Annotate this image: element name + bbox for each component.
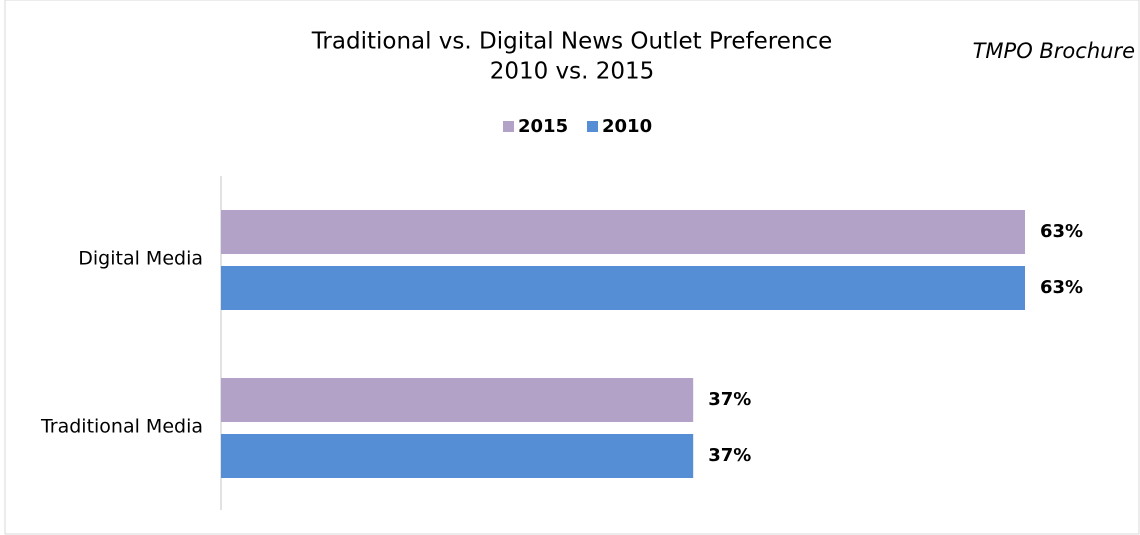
legend-swatch bbox=[587, 121, 598, 132]
legend-swatch bbox=[503, 121, 514, 132]
bar bbox=[221, 378, 694, 422]
chart-subtitle: 2010 vs. 2015 bbox=[490, 59, 655, 85]
data-label: 37% bbox=[708, 389, 751, 410]
chart-title: Traditional vs. Digital News Outlet Pref… bbox=[311, 29, 833, 55]
legend-label: 2015 bbox=[518, 116, 568, 137]
bar bbox=[221, 266, 1025, 310]
legend-label: 2010 bbox=[602, 116, 652, 137]
annotation: TMPO Brochure bbox=[973, 39, 1135, 63]
chart-border bbox=[4, 0, 1140, 535]
bar bbox=[221, 210, 1025, 254]
data-label: 63% bbox=[1040, 221, 1083, 242]
y-tick-label: Digital Media bbox=[78, 248, 203, 270]
data-label: 63% bbox=[1040, 277, 1083, 298]
bar bbox=[221, 434, 694, 478]
y-tick-label: Traditional Media bbox=[40, 416, 203, 438]
data-label: 37% bbox=[708, 445, 751, 466]
